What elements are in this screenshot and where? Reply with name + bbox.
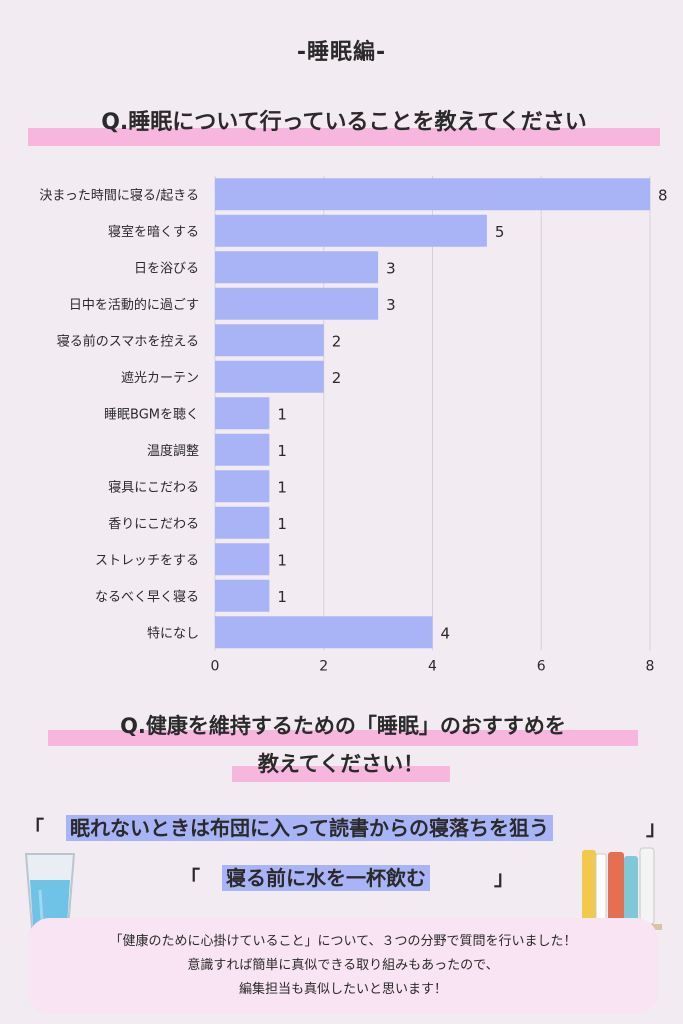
category-label: 香りにこだわる <box>108 517 199 532</box>
question-highlight <box>232 766 450 782</box>
bar <box>215 360 324 393</box>
water-glass-icon <box>24 853 76 929</box>
bar <box>215 470 270 503</box>
data-label: 3 <box>386 296 396 314</box>
bar <box>215 397 270 430</box>
bar <box>215 324 324 357</box>
x-tick-label: 6 <box>537 659 546 675</box>
category-label: ストレッチをする <box>95 553 199 568</box>
bar <box>215 543 270 576</box>
bar <box>215 506 270 539</box>
data-label: 1 <box>277 405 287 423</box>
footer-line-3: 編集担当も真似したいと思います！ <box>238 982 447 997</box>
answer-2-text: 寝る前に水を一杯飲む <box>222 862 430 891</box>
question-highlight <box>48 730 638 746</box>
question-2-title-line1: Q.健康を維持するための「睡眠」のおすすめを <box>120 714 566 738</box>
question-1-title: Q.睡眠について行っていることを教えてください <box>101 110 587 135</box>
bar-chart: 0 2 4 6 8 決まった時間に寝る/起きる 8 寝室を暗くする 5 日を浴びる 3 日中を活動的に… <box>39 176 668 675</box>
category-label: 温度調整 <box>147 443 199 459</box>
answer-1-open-bracket: 「 <box>24 816 44 840</box>
category-label: 睡眠BGMを聴く <box>104 407 199 422</box>
data-label: 2 <box>332 369 342 387</box>
data-label: 1 <box>277 442 287 460</box>
data-label: 3 <box>386 259 396 277</box>
x-tick-label: 0 <box>211 659 220 675</box>
footer-line-1: 「健康のために心掛けていること」について、３つの分野で質問を行いました！ <box>109 934 577 949</box>
bar <box>215 178 650 211</box>
bar <box>215 579 270 612</box>
category-label: 日中を活動的に過ごす <box>69 297 199 313</box>
category-label: 遮光カーテン <box>121 370 199 386</box>
bar <box>215 287 379 320</box>
data-label: 5 <box>495 223 505 241</box>
category-label: 寝る前のスマホを控える <box>57 333 199 349</box>
category-label: 寝室を暗くする <box>108 224 199 240</box>
answer-2-close-bracket: 」 <box>494 866 514 890</box>
footer-line-2: 意識すれば簡単に真似できる取り組みもあったので、 <box>187 958 499 973</box>
question-2-title-line2: 教えてください！ <box>257 752 425 776</box>
footer-panel <box>28 918 658 1014</box>
data-label: 8 <box>658 186 668 204</box>
data-label: 1 <box>277 515 287 533</box>
answer-1-text: 眠れないときは布団に入って読書からの寝落ちを狙う <box>66 812 553 841</box>
answer-2-open-bracket: 「 <box>180 866 200 890</box>
data-label: 1 <box>277 588 287 606</box>
answer-1-close-bracket: 」 <box>646 816 666 840</box>
category-label: なるべく早く寝る <box>95 589 199 605</box>
category-label: 日を浴びる <box>134 261 199 276</box>
category-label: 決まった時間に寝る/起きる <box>39 187 199 203</box>
section-title: -睡眠編- <box>296 40 387 65</box>
data-label: 1 <box>277 478 287 496</box>
x-tick-label: 8 <box>646 659 655 675</box>
data-label: 4 <box>441 624 451 642</box>
bar <box>215 616 433 649</box>
category-label: 特になし <box>147 626 199 641</box>
question-highlight <box>28 128 660 146</box>
x-tick-label: 2 <box>319 659 328 675</box>
bar <box>215 251 379 284</box>
category-label: 寝具にこだわる <box>108 479 199 495</box>
x-tick-label: 4 <box>428 659 437 675</box>
data-label: 2 <box>332 332 342 350</box>
bar <box>215 433 270 466</box>
bar <box>215 214 487 247</box>
data-label: 1 <box>277 551 287 569</box>
footer-text: 「健康のために心掛けていること」について、３つの分野で質問を行いました！ 意識す… <box>28 930 658 1002</box>
